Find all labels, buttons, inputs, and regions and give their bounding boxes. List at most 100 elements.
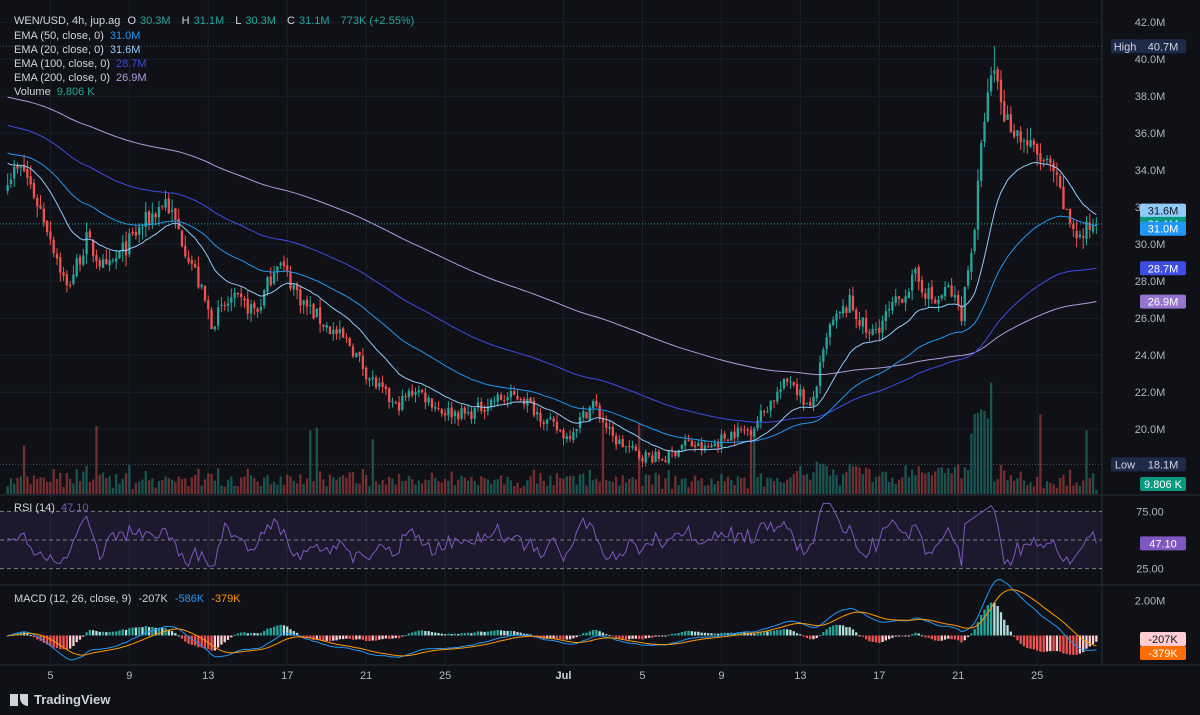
candle-body: [618, 439, 621, 445]
candle-body: [141, 227, 144, 229]
candle-body: [174, 208, 177, 220]
macd-hist-bar: [559, 635, 562, 640]
candle-body: [161, 205, 164, 207]
ema20-label: EMA (20, close, 0): [14, 44, 104, 56]
volume-bar: [555, 473, 559, 494]
volume-bar: [32, 475, 36, 494]
candle: [776, 386, 779, 405]
macd-hist-bar: [200, 635, 203, 648]
macd-value: -207K: [138, 593, 168, 605]
volume-bar: [299, 474, 302, 494]
candle: [657, 449, 661, 462]
candle: [601, 411, 605, 429]
candle: [957, 290, 960, 311]
volume-bar: [476, 485, 480, 494]
price-badge-label-bg: [1111, 457, 1140, 472]
rsi-legend[interactable]: RSI (14) 47.10: [14, 501, 93, 515]
macd-hist-bar: [88, 629, 92, 636]
candle-body: [489, 399, 493, 407]
volume-bar: [503, 484, 506, 494]
macd-hist-bar: [970, 633, 973, 636]
ema20-value: 31.6M: [109, 44, 141, 56]
ema50-legend[interactable]: EMA (50, close, 0) 31.0M: [14, 29, 144, 43]
candle: [809, 397, 812, 407]
volume-bar: [582, 473, 585, 494]
macd-hist-bar: [269, 628, 272, 636]
macd-hist-bar: [29, 635, 32, 637]
volume-bar: [526, 480, 529, 494]
volume-bar: [246, 468, 249, 494]
price-tick-label: 26.0M: [1135, 313, 1166, 325]
candle-body: [210, 309, 213, 330]
candle-body: [476, 402, 480, 408]
candle-body: [420, 390, 424, 393]
candle: [414, 387, 417, 403]
candle: [437, 401, 440, 411]
macd-hist-bar: [759, 631, 763, 636]
ema200-legend[interactable]: EMA (200, close, 0) 26.9M: [14, 71, 151, 85]
candle: [190, 255, 193, 271]
macd-hist-bar: [526, 633, 529, 636]
tradingview-icon: [10, 693, 28, 706]
macd-hist-bar: [661, 635, 664, 637]
ema100-legend[interactable]: EMA (100, close, 0) 28.7M: [14, 57, 151, 71]
candle: [509, 384, 513, 406]
macd-hist-bar: [420, 630, 424, 636]
candle: [128, 228, 131, 258]
candle: [855, 307, 858, 329]
volume-bar: [59, 472, 62, 494]
volume-bars: [6, 382, 1098, 494]
volume-bar: [384, 484, 388, 494]
macd-hist-bar: [927, 635, 930, 638]
macd-hist-bar: [427, 631, 430, 636]
macd-hist-bar: [582, 633, 585, 636]
volume-bar: [736, 476, 739, 494]
volume-bar: [670, 488, 674, 494]
candle-body: [203, 285, 207, 301]
volume-bar: [950, 473, 953, 494]
candle: [489, 397, 493, 411]
candle-body: [108, 260, 111, 266]
candle: [897, 296, 901, 306]
macd-hist-bar: [335, 635, 338, 641]
candle: [141, 223, 144, 240]
volume-bar: [1012, 480, 1016, 494]
volume-bar: [611, 482, 615, 494]
ema100-line: [7, 124, 1097, 423]
ema20-legend[interactable]: EMA (20, close, 0) 31.6M: [14, 43, 144, 57]
candle: [841, 299, 845, 318]
tradingview-logo[interactable]: TradingView: [10, 692, 110, 707]
volume-bar: [147, 480, 151, 494]
macd-hist-bar: [703, 632, 707, 636]
volume-bar: [743, 477, 746, 494]
volume-bar: [881, 471, 884, 494]
macd-hist-bar: [276, 625, 279, 636]
time-tick-label: 17: [281, 670, 293, 682]
candle-body: [976, 180, 980, 230]
macd-hist-bar: [628, 635, 631, 640]
candle-body: [368, 378, 371, 381]
price-tick-label: 40.0M: [1135, 54, 1166, 66]
candle: [1065, 208, 1068, 211]
candle-body: [960, 305, 963, 322]
candle: [759, 404, 763, 429]
macd-hist-bar: [1075, 635, 1078, 655]
volume-legend[interactable]: Volume 9.806 K: [14, 85, 99, 99]
candle: [62, 266, 65, 281]
candle: [101, 254, 105, 268]
candle: [124, 231, 128, 267]
volume-bar: [559, 477, 562, 494]
candle-body: [65, 274, 69, 286]
volume-bar: [792, 474, 795, 494]
macd-legend[interactable]: MACD (12, 26, close, 9) -207K -586K -379…: [14, 592, 245, 606]
macd-hist-bar: [690, 631, 693, 636]
macd-hist-bar: [736, 632, 739, 636]
candle-body: [647, 453, 651, 455]
candle: [503, 394, 506, 405]
candle-body: [52, 239, 55, 254]
macd-hist-bar: [45, 635, 49, 645]
macd-hist-bar: [999, 612, 1003, 636]
volume-bar: [466, 480, 470, 494]
volume-bar: [39, 477, 42, 494]
